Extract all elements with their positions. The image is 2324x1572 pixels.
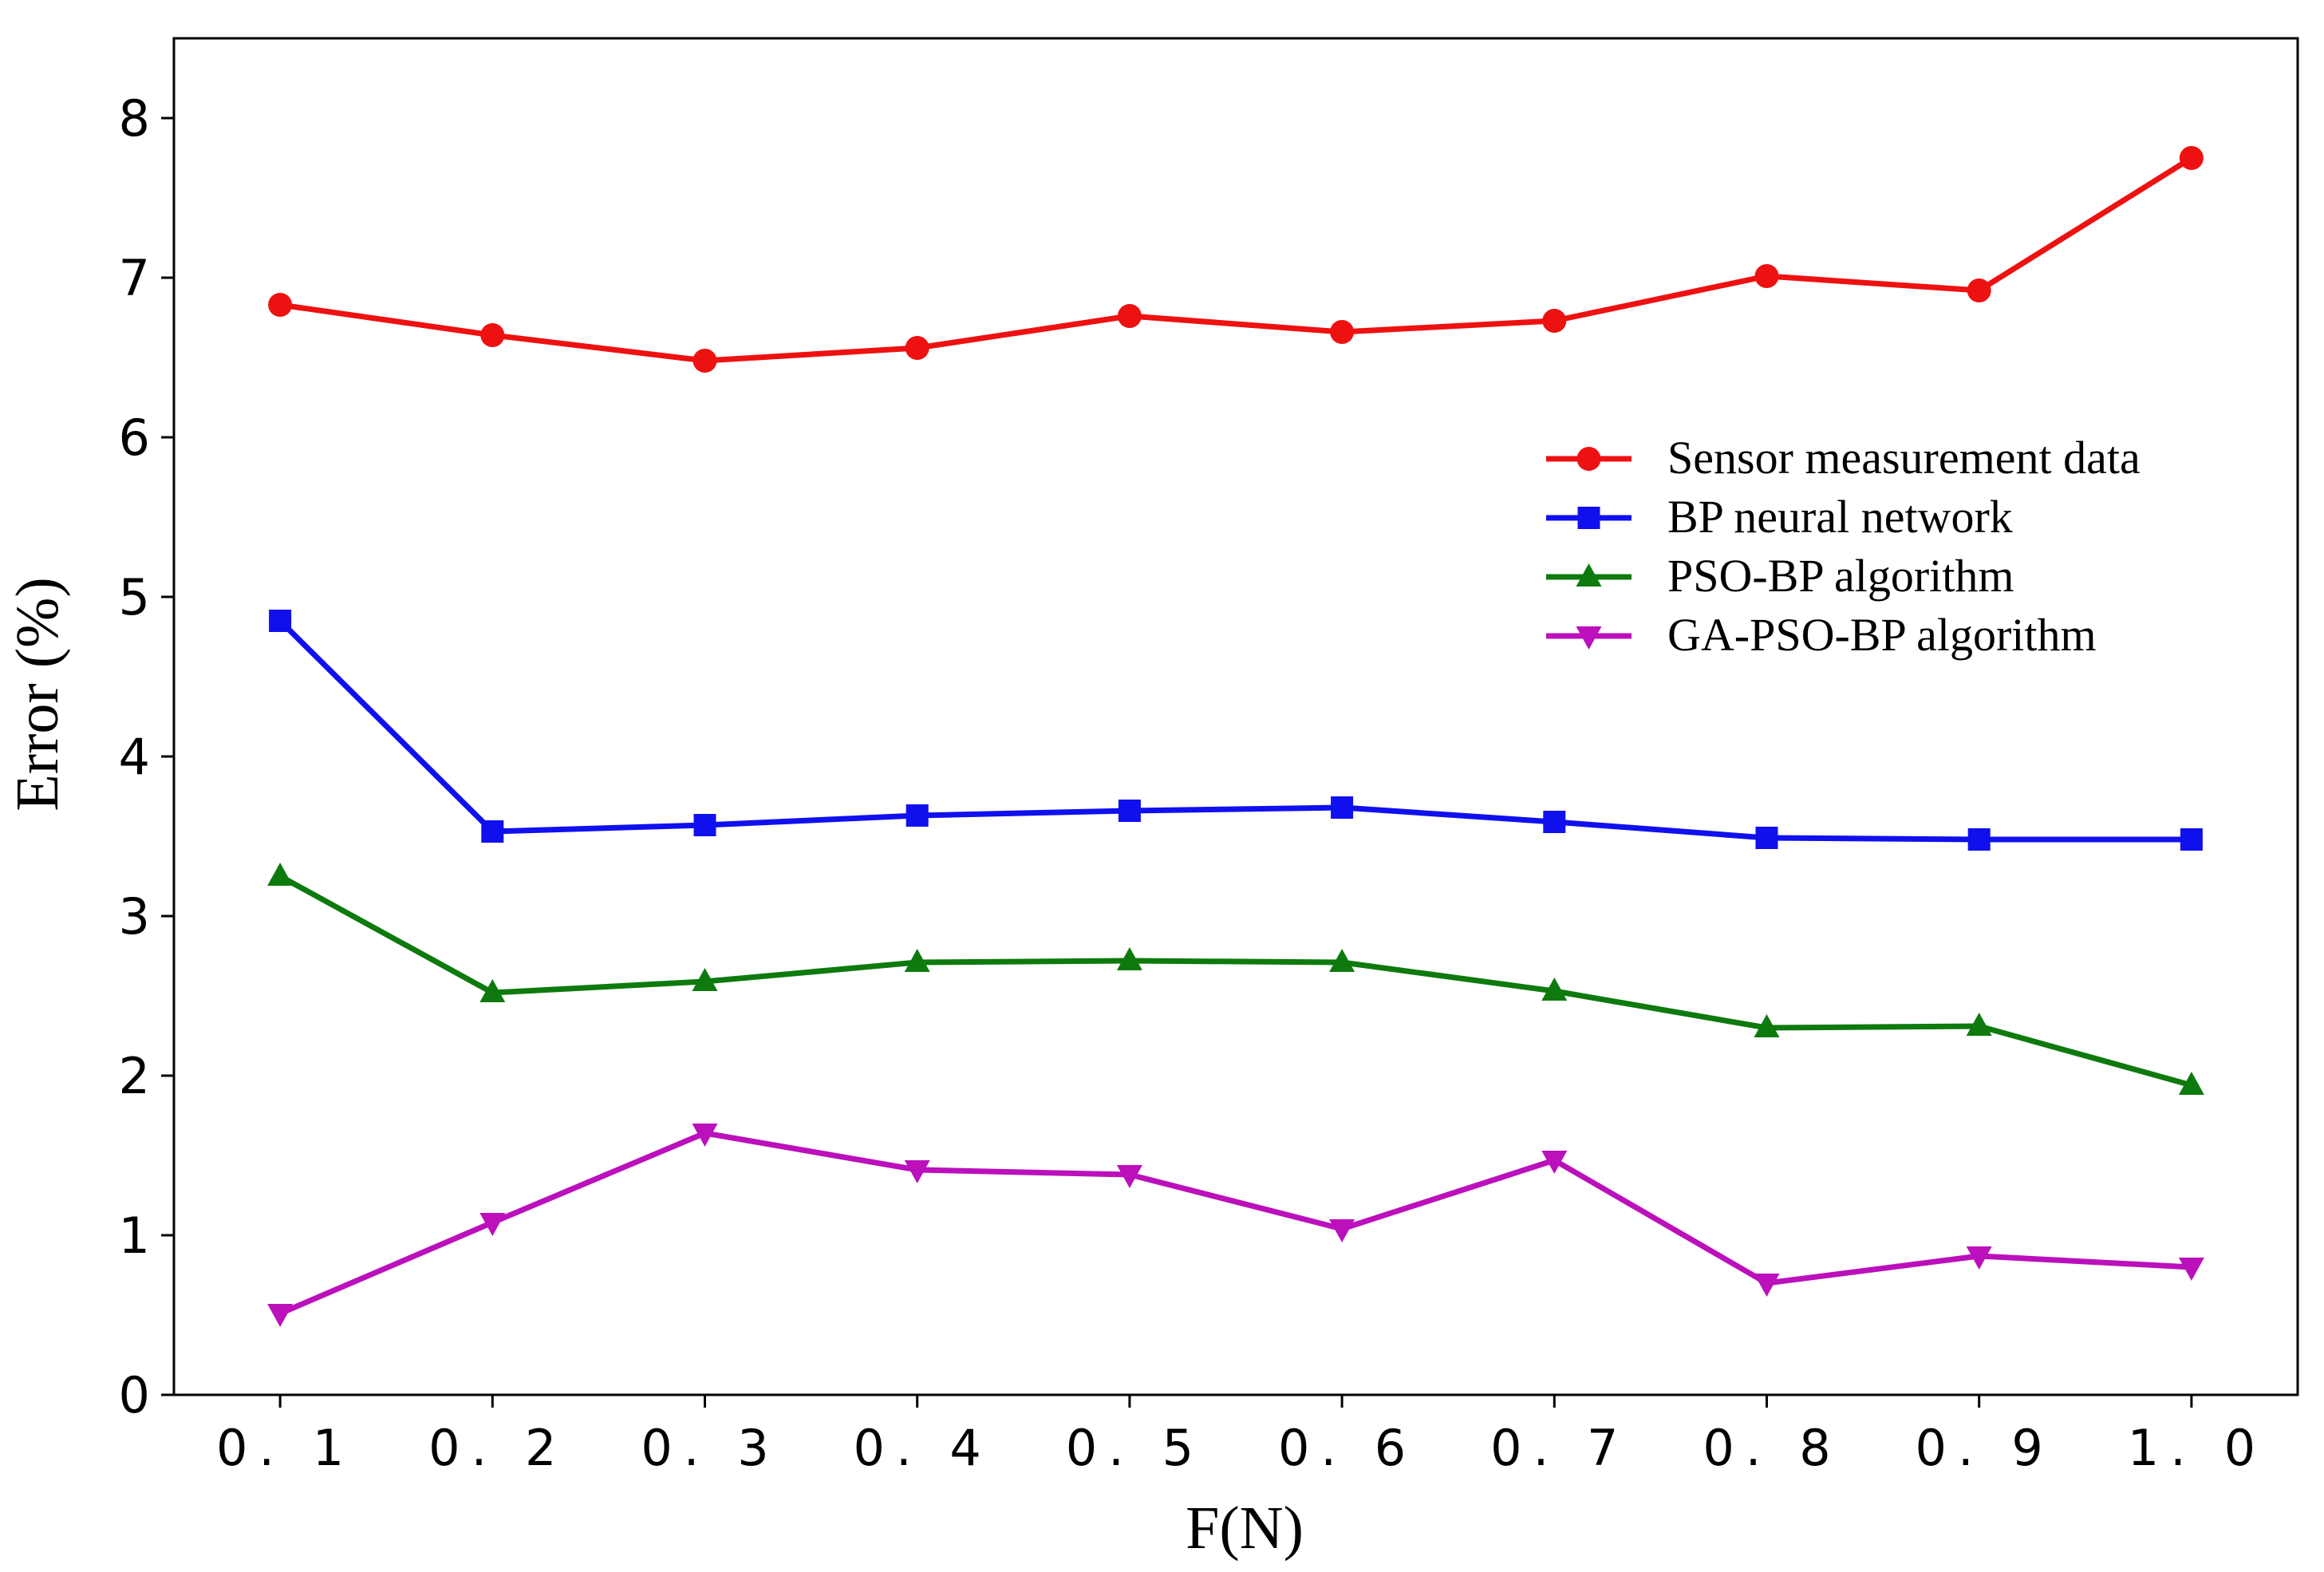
- series-line: [278, 1130, 2192, 1317]
- data-point: [268, 293, 293, 317]
- x-tick-label: 0. 9: [1916, 1419, 2054, 1477]
- data-point: [1966, 1246, 1992, 1270]
- legend-label: GA-PSO-BP algorithm: [1667, 609, 2097, 661]
- data-point: [906, 804, 929, 827]
- data-point: [1754, 1014, 1780, 1037]
- data-point: [1331, 796, 1354, 819]
- x-tick-label: 0. 5: [1066, 1419, 1205, 1477]
- data-point: [1329, 1219, 1355, 1242]
- data-point: [2180, 828, 2203, 851]
- data-point: [479, 979, 506, 1002]
- legend-label: PSO-BP algorithm: [1667, 550, 2014, 602]
- x-tick-label: 0. 4: [854, 1419, 992, 1477]
- data-point: [1541, 1151, 1568, 1174]
- data-point: [1118, 800, 1141, 822]
- y-tick-label: 3: [119, 887, 150, 946]
- x-tick-label: 1. 0: [2128, 1419, 2267, 1477]
- data-point: [904, 1160, 930, 1183]
- data-point: [1755, 827, 1778, 849]
- legend-marker: [1576, 626, 1602, 650]
- data-point: [269, 610, 292, 632]
- y-axis-title: Error (%): [4, 577, 71, 811]
- x-tick-label: 0. 3: [641, 1419, 779, 1477]
- x-tick-label: 0. 1: [216, 1419, 355, 1477]
- data-point: [1754, 264, 1779, 288]
- y-tick-label: 4: [119, 728, 150, 786]
- data-point: [1967, 278, 1991, 302]
- y-tick-label: 1: [119, 1207, 150, 1265]
- data-point: [1116, 1165, 1142, 1188]
- data-point: [1541, 978, 1568, 1001]
- data-point: [1542, 309, 1567, 333]
- series-1: [268, 146, 2204, 373]
- x-tick-label: 0. 8: [1703, 1419, 1841, 1477]
- data-point: [1116, 947, 1142, 970]
- data-point: [479, 1213, 506, 1236]
- y-tick-label: 6: [119, 409, 150, 467]
- series-4: [267, 1124, 2204, 1327]
- y-tick-label: 5: [119, 568, 150, 626]
- data-point: [1330, 320, 1355, 344]
- legend-marker: [1576, 447, 1601, 471]
- x-tick-label: 0. 6: [1278, 1419, 1417, 1477]
- y-tick-label: 0: [119, 1366, 150, 1424]
- data-point: [267, 863, 294, 886]
- data-point: [480, 323, 505, 347]
- legend-entry: PSO-BP algorithm: [1546, 550, 2014, 602]
- series-line: [278, 873, 2192, 1088]
- legend-marker: [1576, 563, 1602, 587]
- data-point: [692, 349, 717, 373]
- x-axis-title: F(N): [1186, 1495, 1304, 1562]
- data-point: [905, 336, 929, 360]
- legend-entry: GA-PSO-BP algorithm: [1546, 609, 2097, 661]
- series-3: [267, 863, 2204, 1095]
- x-tick-label: 0. 7: [1490, 1419, 1629, 1477]
- data-point: [692, 968, 718, 991]
- y-tick-label: 2: [119, 1047, 150, 1105]
- legend-label: BP neural network: [1667, 491, 2013, 543]
- data-point: [692, 1124, 718, 1147]
- data-point: [1543, 811, 1566, 833]
- data-point: [481, 820, 504, 843]
- series-line: [279, 156, 2193, 364]
- data-point: [267, 1304, 294, 1327]
- legend-entry: BP neural network: [1546, 491, 2013, 543]
- plot-frame: [172, 37, 2299, 1396]
- data-point: [1967, 828, 1991, 851]
- data-point: [1754, 1274, 1780, 1297]
- data-point: [1966, 1013, 1992, 1036]
- legend-entry: Sensor measurement data: [1546, 432, 2141, 484]
- data-point: [1117, 304, 1142, 328]
- data-point: [2178, 1258, 2204, 1281]
- series-2: [269, 610, 2203, 851]
- y-tick-label: 8: [119, 89, 150, 148]
- legend-marker: [1577, 507, 1600, 529]
- data-point: [2179, 146, 2204, 170]
- legend: Sensor measurement data BP neural network…: [1546, 432, 2141, 661]
- x-tick-label: 0. 2: [428, 1419, 567, 1477]
- legend-label: Sensor measurement data: [1667, 432, 2141, 484]
- data-point: [904, 949, 930, 972]
- data-point: [2178, 1072, 2204, 1095]
- data-point: [693, 814, 716, 836]
- y-tick-label: 7: [119, 249, 150, 307]
- series-line: [278, 618, 2192, 843]
- data-point: [1329, 949, 1355, 972]
